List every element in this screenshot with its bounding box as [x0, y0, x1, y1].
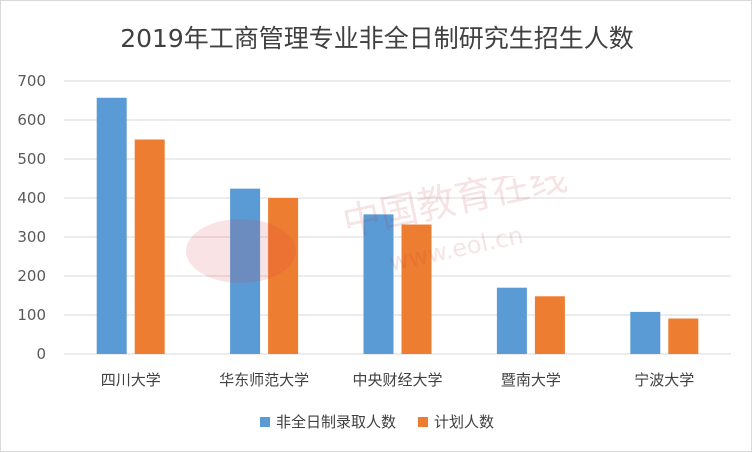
legend-swatch: [259, 416, 270, 427]
x-category-label: 四川大学: [101, 371, 161, 389]
y-tick-label: 400: [17, 189, 46, 207]
bar-planned: [668, 318, 699, 354]
bar-planned: [534, 296, 565, 354]
x-category-label: 暨南大学: [501, 371, 561, 389]
bar-admitted: [630, 311, 661, 354]
bar-admitted: [496, 287, 527, 354]
x-category-label: 中央财经大学: [352, 371, 442, 389]
legend-swatch: [418, 416, 428, 427]
chart-legend: 非全日制录取人数 计划人数: [1, 411, 752, 432]
bar-admitted: [230, 188, 261, 354]
chart-title: 2019年工商管理专业非全日制研究生招生人数: [120, 24, 634, 53]
y-tick-label: 100: [17, 306, 46, 324]
y-tick-label: 200: [17, 267, 46, 285]
legend-label: 计划人数: [434, 413, 495, 431]
bar-planned: [401, 224, 432, 354]
legend-label: 非全日制录取人数: [275, 413, 396, 431]
y-tick-label: 0: [36, 345, 46, 363]
y-tick-label: 600: [17, 111, 46, 129]
bar-admitted: [96, 97, 127, 355]
y-tick-label: 700: [17, 72, 46, 90]
legend-item: 非全日制录取人数: [259, 411, 396, 432]
y-tick-label: 500: [17, 150, 46, 168]
bar-planned: [134, 139, 165, 354]
bar-admitted: [363, 214, 394, 354]
bar-planned: [268, 198, 299, 354]
legend-item: 计划人数: [418, 411, 494, 432]
x-category-label: 华东师范大学: [219, 371, 309, 389]
y-tick-label: 300: [17, 228, 46, 246]
x-category-label: 宁波大学: [634, 371, 694, 389]
